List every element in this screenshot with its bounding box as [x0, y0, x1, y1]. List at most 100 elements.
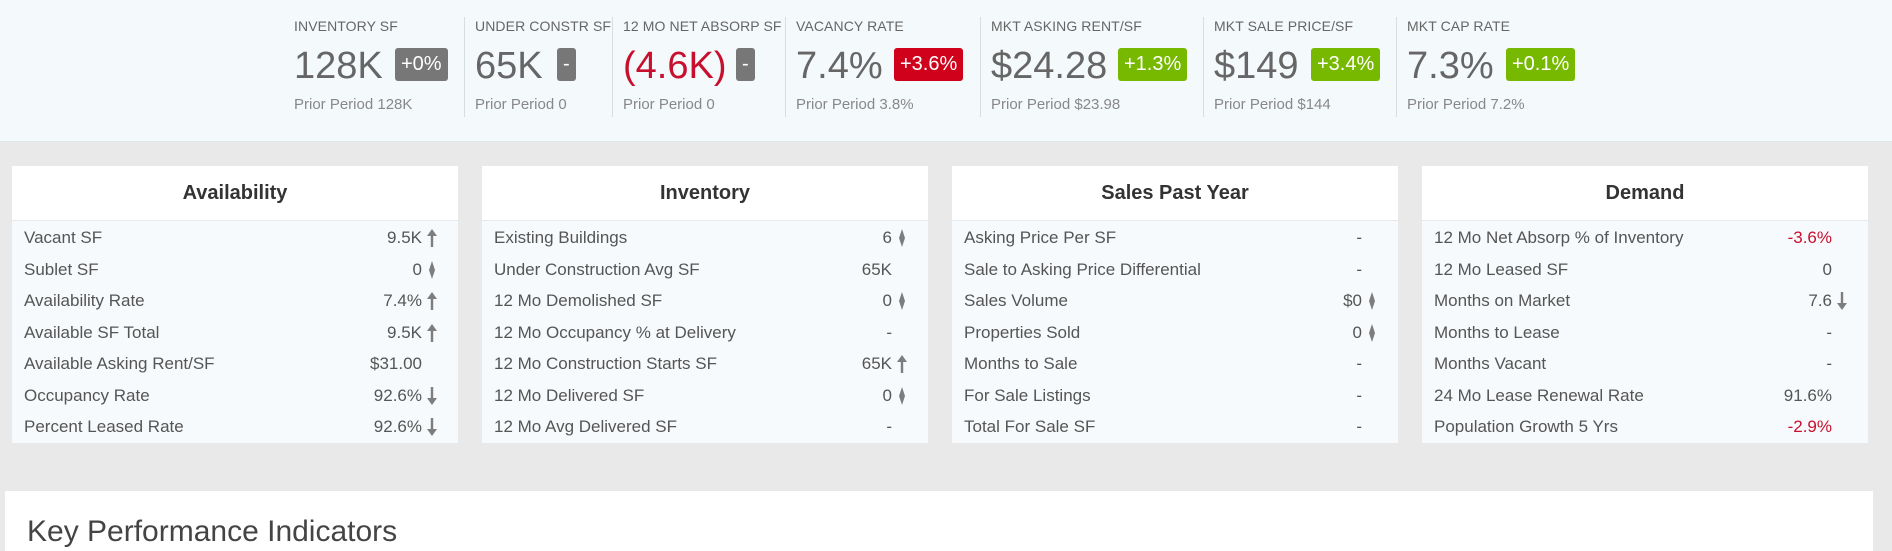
metric-value: 0 [412, 259, 422, 279]
trend-down-icon [427, 386, 437, 405]
divider [612, 17, 613, 117]
divider [1203, 17, 1204, 117]
metric-row: Months to Lease - [1422, 317, 1868, 348]
metric-value: -3.6% [1787, 228, 1832, 247]
kpi-prior-period: Prior Period 7.2% [1407, 96, 1525, 113]
metric-row: Availability Rate 7.4% [12, 285, 458, 316]
metric-value: - [886, 322, 892, 342]
metric-row: 12 Mo Avg Delivered SF - [482, 411, 928, 442]
metric-value: -2.9% [1787, 417, 1832, 436]
trend-flat-icon [899, 386, 905, 405]
key-performance-indicators-card: Key Performance Indicators [5, 491, 1873, 551]
trend-flat-icon [429, 260, 435, 279]
panel-availability: Availability Vacant SF 9.5K Sublet SF 0 Avai… [12, 166, 458, 443]
trend-flat-icon [1369, 292, 1375, 310]
metric-value: 6 [882, 228, 892, 247]
kpi-strip: INVENTORY SF 128K +0% Prior Period 128K … [0, 0, 1892, 142]
metric-value: 0 [1352, 322, 1362, 342]
trend-flat-icon [899, 229, 905, 247]
kpi-prior-period: Prior Period 3.8% [796, 96, 914, 113]
metric-value: - [1356, 385, 1362, 405]
divider [980, 17, 981, 117]
divider [464, 17, 465, 117]
metric-label: Properties Sold [964, 322, 1081, 342]
panel-title: Sales Past Year [952, 166, 1398, 221]
trend-up-icon [427, 229, 437, 247]
metric-row: Available SF Total 9.5K [12, 317, 458, 348]
kpi-label: MKT ASKING RENT/SF [991, 18, 1142, 34]
metric-value: 9.5K [387, 322, 422, 342]
metric-label: Sale to Asking Price Differential [964, 259, 1201, 279]
kpi-value: 128K [294, 45, 383, 87]
metric-label: Occupancy Rate [24, 385, 150, 405]
metric-row: Properties Sold 0 [952, 317, 1398, 348]
kpi-prior-period: Prior Period $23.98 [991, 96, 1121, 113]
metric-label: 12 Mo Occupancy % at Delivery [494, 322, 736, 342]
metric-value: - [886, 417, 892, 436]
metric-label: Available Asking Rent/SF [24, 354, 215, 373]
panel-title: Inventory [482, 166, 928, 221]
metric-row: 12 Mo Occupancy % at Delivery - [482, 317, 928, 348]
metric-value: $0 [1343, 291, 1362, 310]
metric-value: 92.6% [373, 417, 422, 436]
metric-row: Available Asking Rent/SF $31.00 [12, 348, 458, 379]
metric-value: 7.4% [383, 291, 422, 310]
kpi-label: MKT CAP RATE [1407, 18, 1511, 34]
metric-row: Months Vacant - [1422, 348, 1868, 379]
metric-value: 0 [882, 291, 892, 310]
metric-label: Percent Leased Rate [24, 417, 184, 436]
trend-up-icon [427, 292, 437, 310]
trend-down-icon [1837, 292, 1847, 310]
metric-value: 65K [861, 259, 892, 279]
metric-label: 12 Mo Net Absorp % of Inventory [1434, 228, 1684, 247]
metric-row: 12 Mo Construction Starts SF 65K [482, 348, 928, 379]
metric-label: Vacant SF [24, 228, 103, 247]
metric-value: 91.6% [1783, 385, 1832, 405]
kpi-change-badge: +0% [395, 48, 448, 81]
metric-label: Available SF Total [24, 322, 160, 342]
metric-row: Existing Buildings 6 [482, 222, 928, 253]
metric-label: Asking Price Per SF [964, 228, 1117, 247]
metric-label: 12 Mo Construction Starts SF [494, 354, 717, 373]
kpi-change-badge: - [557, 48, 576, 81]
metric-row: Occupancy Rate 92.6% [12, 380, 458, 411]
metric-row: Months to Sale - [952, 348, 1398, 379]
metric-row: 12 Mo Net Absorp % of Inventory -3.6% [1422, 222, 1868, 253]
metric-value: 0 [1822, 259, 1832, 279]
metric-row: Total For Sale SF - [952, 411, 1398, 442]
kpi-label: UNDER CONSTR SF [475, 18, 612, 34]
metric-label: 12 Mo Demolished SF [494, 291, 663, 310]
panel-title: Demand [1422, 166, 1868, 221]
metric-label: Months Vacant [1434, 354, 1547, 373]
metric-label: 12 Mo Leased SF [1434, 259, 1569, 279]
trend-flat-icon [1369, 323, 1375, 342]
metric-value: - [1356, 259, 1362, 279]
metric-label: Availability Rate [24, 291, 145, 310]
metric-label: 24 Mo Lease Renewal Rate [1434, 385, 1644, 405]
metric-value: - [1826, 322, 1832, 342]
kpi-change-badge: +1.3% [1118, 48, 1188, 81]
metric-value: 0 [882, 385, 892, 405]
divider [1396, 17, 1397, 117]
panel-title: Availability [12, 166, 458, 221]
metric-row: Sales Volume $0 [952, 285, 1398, 316]
kpi-prior-period: Prior Period 128K [294, 96, 413, 113]
metric-label: Total For Sale SF [964, 417, 1096, 436]
metric-value: - [1356, 228, 1362, 247]
kpi-value: $24.28 [991, 45, 1108, 87]
panel-demand: Demand 12 Mo Net Absorp % of Inventory -3… [1422, 166, 1868, 443]
metric-value: $31.00 [370, 354, 422, 373]
metric-label: 12 Mo Delivered SF [494, 385, 645, 405]
metric-value: 65K [861, 354, 892, 373]
panel-inventory: Inventory Existing Buildings 6 Under Const… [482, 166, 928, 443]
kpi-label: MKT SALE PRICE/SF [1214, 18, 1354, 34]
metric-label: Months on Market [1434, 291, 1571, 310]
metric-label: Months to Lease [1434, 322, 1560, 342]
trend-down-icon [427, 418, 437, 436]
metric-row: For Sale Listings - [952, 380, 1398, 411]
metric-row: Vacant SF 9.5K [12, 222, 458, 253]
kpi-prior-period: Prior Period 0 [623, 96, 715, 113]
metric-label: Sublet SF [24, 259, 99, 279]
metric-label: Sales Volume [964, 291, 1068, 310]
panel-sales-past-year: Sales Past Year Asking Price Per SF - Sale… [952, 166, 1398, 443]
